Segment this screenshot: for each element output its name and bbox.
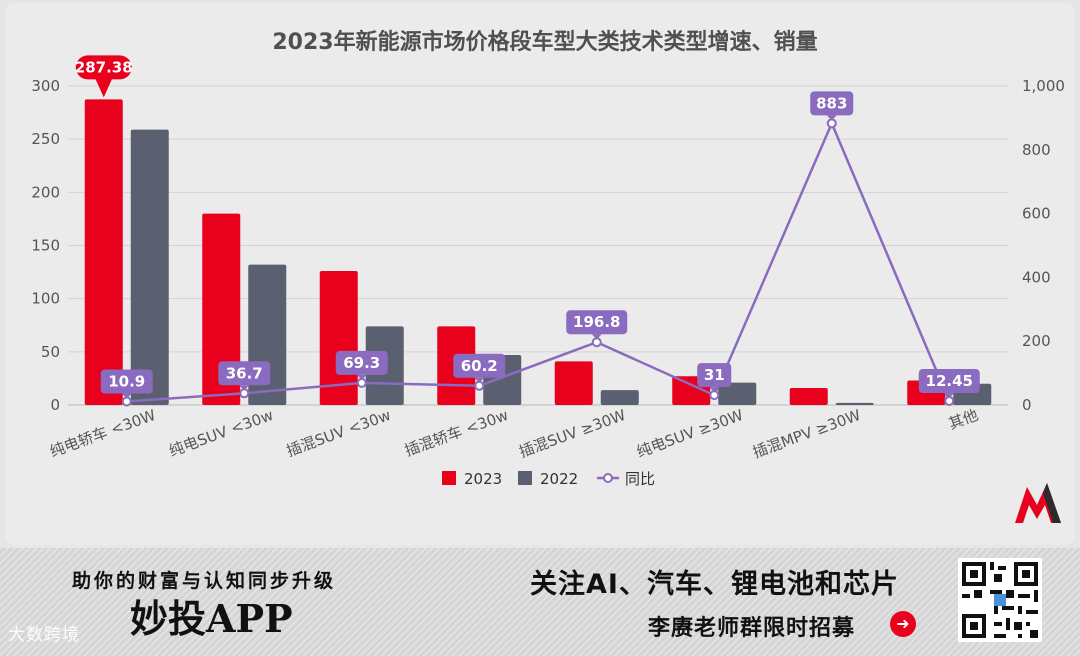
- category-label: 插混SUV ≥30W: [517, 406, 629, 461]
- yoy-label-box: [697, 363, 732, 388]
- yoy-label-pointer: [356, 374, 367, 380]
- arrow-right-icon[interactable]: ➜: [890, 611, 916, 637]
- bar-2023-0: [84, 99, 123, 406]
- yoy-label-text: 883: [816, 94, 847, 112]
- yoy-label: 36.7: [218, 361, 271, 391]
- bar-callout-box: [75, 55, 132, 80]
- yoy-label: 10.9: [100, 369, 153, 399]
- yoy-label-pointer: [121, 393, 132, 399]
- right-axis-tick: 0: [1022, 396, 1032, 414]
- category-label: 插混MPV ≥30W: [750, 406, 863, 462]
- left-axis-tick: 200: [31, 183, 60, 201]
- right-axis-tick: 600: [1022, 205, 1051, 223]
- yoy-label-text: 10.9: [108, 373, 145, 391]
- brand-logo-icon: [1015, 483, 1061, 523]
- bar-2022-0: [130, 129, 169, 405]
- left-axis-tick: 250: [31, 130, 60, 148]
- yoy-label-box: [918, 369, 980, 394]
- category-label: 纯电SUV <30w: [167, 406, 276, 460]
- bar-2023-1: [202, 213, 241, 405]
- right-axis-tick: 200: [1022, 332, 1051, 350]
- yoy-label-text: 196.8: [573, 313, 620, 331]
- yoy-label-text: 12.45: [926, 372, 973, 390]
- bar-2022-5: [718, 382, 757, 405]
- legend-swatch: [518, 471, 532, 485]
- follow-text: 关注AI、汽车、锂电池和芯片: [530, 569, 899, 600]
- left-axis-tick: 100: [31, 290, 60, 308]
- category-label: 插混SUV <30w: [284, 406, 393, 460]
- bars: [84, 99, 992, 406]
- yoy-label-text: 31: [704, 366, 725, 384]
- watermark: 大数跨境: [8, 625, 80, 645]
- yoy-line: [121, 118, 955, 407]
- bar-2022-4: [600, 390, 639, 405]
- yoy-label-pointer: [474, 377, 485, 383]
- bar-2023-6: [789, 387, 828, 405]
- yoy-point-6: [826, 118, 837, 129]
- legend[interactable]: 2023 2022 同比: [442, 470, 655, 488]
- data-labels: 10.9 36.7 69.3 60.2 196.8 31 883 12.45 287.38: [75, 55, 980, 399]
- yoy-label-box: [335, 350, 388, 375]
- left-axis-tick: 150: [31, 237, 60, 255]
- legend-item-同比[interactable]: 同比: [597, 470, 655, 488]
- category-label: 其他: [946, 406, 980, 433]
- recruit-text[interactable]: 李赓老师群限时招募: [648, 616, 856, 641]
- qr-code-icon[interactable]: [958, 558, 1042, 642]
- chart: 0 50 100 150 200 250 300 0 200 400 600 800 1,000 纯电轿车…: [31, 29, 1065, 488]
- yoy-point-0: [121, 396, 132, 407]
- yoy-label-text: 69.3: [343, 354, 380, 372]
- yoy-point-4: [591, 337, 602, 348]
- bar-2023-4: [554, 361, 593, 405]
- yoy-label-box: [100, 369, 153, 394]
- bar-callout: 287.38: [75, 55, 133, 98]
- yoy-label-box: [453, 353, 506, 378]
- yoy-label: 31: [697, 363, 732, 393]
- yoy-label-pointer: [239, 385, 250, 391]
- yoy-point-5: [709, 390, 720, 401]
- right-axis-tick: 800: [1022, 141, 1051, 159]
- legend-item-2022[interactable]: 2022: [518, 470, 578, 488]
- category-label: 纯电轿车 <30W: [47, 406, 158, 461]
- legend-marker: [603, 473, 613, 483]
- slogan: 助你的财富与认知同步升级: [72, 570, 337, 592]
- bar-callout-text: 287.38: [75, 58, 133, 76]
- left-axis-tick: 300: [31, 77, 60, 95]
- yoy-point-1: [239, 388, 250, 399]
- yoy-label-box: [566, 310, 628, 335]
- legend-label: 同比: [625, 470, 655, 488]
- bar-callout-pointer: [94, 77, 113, 98]
- yoy-point-2: [356, 377, 367, 388]
- left-axis-tick: 0: [50, 396, 60, 414]
- yoy-label: 883: [810, 91, 854, 121]
- yoy-label-text: 36.7: [226, 364, 263, 382]
- right-axis-tick: 1,000: [1022, 77, 1065, 95]
- yoy-point-3: [474, 380, 485, 391]
- legend-item-2023[interactable]: 2023: [442, 470, 502, 488]
- category-label: 纯电SUV ≥30W: [634, 406, 746, 461]
- yoy-line-path: [126, 120, 951, 403]
- yoy-label: 12.45: [918, 369, 980, 399]
- yoy-label-text: 60.2: [461, 357, 498, 375]
- promo-banner: 助你的财富与认知同步升级 妙投APP 关注AI、汽车、锂电池和芯片 李赓老师群限…: [0, 548, 1080, 656]
- yoy-label-box: [218, 361, 271, 386]
- bar-2022-6: [835, 402, 874, 405]
- category-label: 插混轿车 <30w: [402, 406, 510, 460]
- yoy-label-pointer: [709, 387, 720, 393]
- yoy-point-7: [944, 396, 955, 407]
- yoy-label-pointer: [944, 393, 955, 399]
- legend-swatch: [442, 471, 456, 485]
- yoy-label-pointer: [826, 115, 837, 121]
- yoy-label-box: [810, 91, 854, 116]
- chart-title: 2023年新能源市场价格段车型大类技术类型增速、销量: [272, 29, 817, 55]
- legend-label: 2023: [464, 470, 502, 488]
- right-axis-tick: 400: [1022, 268, 1051, 286]
- yoy-label: 60.2: [453, 353, 506, 383]
- yoy-label: 196.8: [566, 310, 628, 340]
- yoy-label-pointer: [591, 334, 602, 340]
- app-name[interactable]: 妙投APP: [130, 596, 293, 641]
- legend-label: 2022: [540, 470, 578, 488]
- chart-panel: 0 50 100 150 200 250 300 0 200 400 600 800 1,000 纯电轿车…: [5, 3, 1075, 545]
- yoy-label: 69.3: [335, 350, 388, 380]
- left-axis-tick: 50: [41, 343, 60, 361]
